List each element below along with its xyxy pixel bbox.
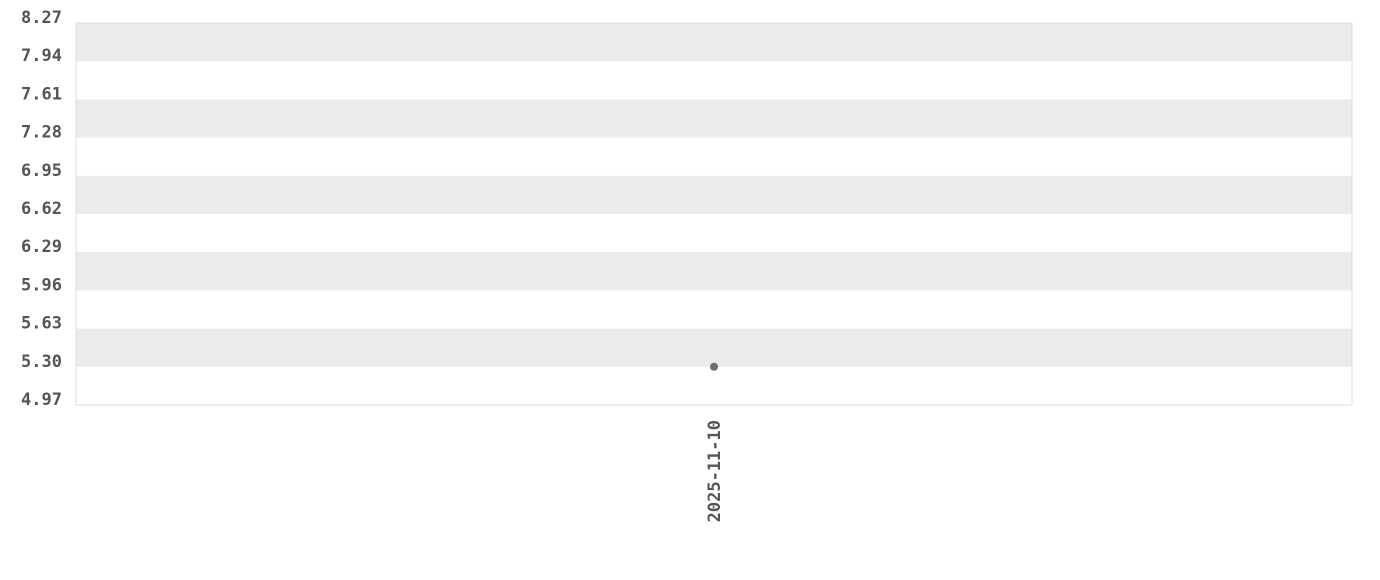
y-tick-label: 5.63 <box>21 314 62 334</box>
data-point[interactable] <box>710 362 718 371</box>
y-tick-label: 5.30 <box>21 352 62 372</box>
y-tick-label: 7.61 <box>21 84 62 104</box>
plot-area-border <box>75 22 1353 406</box>
y-tick-label: 4.97 <box>21 390 62 410</box>
grid-band <box>76 328 1352 367</box>
grid-band <box>76 252 1352 291</box>
y-tick-label: 5.96 <box>21 275 62 295</box>
y-tick-label: 6.62 <box>21 199 62 219</box>
y-tick-label: 8.27 <box>21 8 62 28</box>
y-tick-label: 6.29 <box>21 237 62 257</box>
grid-band <box>76 23 1352 62</box>
grid-band <box>76 175 1352 214</box>
y-tick-label: 6.95 <box>21 161 62 181</box>
y-tick-label: 7.94 <box>21 46 62 66</box>
grid-band <box>76 99 1352 138</box>
y-tick-label: 7.28 <box>21 123 62 143</box>
x-tick-label: 2025-11-10 <box>705 420 725 522</box>
